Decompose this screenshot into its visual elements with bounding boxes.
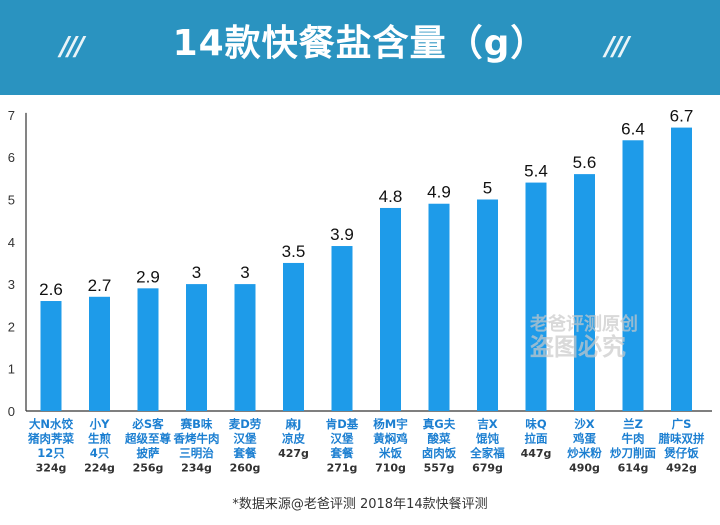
- x-tick-label: 汉堡: [234, 432, 257, 446]
- x-tick-label: 味Q: [525, 417, 546, 431]
- x-tick-label: 生煎: [88, 432, 111, 446]
- x-tick-label: 必S客: [131, 417, 164, 431]
- x-tick-label: 吉X: [477, 417, 497, 431]
- x-tick-label: 鸡蛋: [572, 432, 596, 446]
- bar: [380, 207, 401, 411]
- bar: [671, 127, 692, 411]
- bar: [89, 296, 110, 411]
- x-tick-weight-label: 679g: [472, 462, 503, 475]
- x-tick-label: 拉面: [525, 432, 548, 446]
- x-tick-label: 凉皮: [282, 432, 305, 446]
- x-tick-label: 超级至尊: [124, 432, 171, 446]
- x-tick-label: 牛肉: [622, 432, 645, 446]
- bar: [283, 262, 304, 411]
- bar: [186, 284, 207, 411]
- bar: [40, 301, 62, 411]
- x-tick-label: 真G夫: [423, 417, 456, 431]
- x-tick-weight-label: 427g: [278, 447, 309, 460]
- data-label: 2.7: [88, 276, 112, 295]
- bar: [622, 140, 644, 411]
- bar: [477, 199, 498, 411]
- x-tick-label: 套餐: [331, 446, 354, 460]
- data-label: 3: [240, 263, 249, 282]
- bar: [574, 174, 595, 411]
- data-label: 3.5: [282, 242, 306, 261]
- data-label: 6.7: [670, 107, 694, 126]
- x-tick-label: 4只: [90, 446, 110, 460]
- x-tick-weight-label: 557g: [424, 462, 455, 475]
- x-tick-label: 猪肉荠菜: [27, 432, 74, 446]
- bar: [331, 246, 353, 411]
- x-tick-weight-label: 224g: [84, 462, 115, 475]
- x-tick-label: 炒刀削面: [610, 446, 656, 460]
- x-tick-label: 沙X: [574, 417, 594, 431]
- y-tick-label: 1: [8, 362, 15, 377]
- x-tick-label: 黄焖鸡: [373, 432, 408, 446]
- x-tick-label: 汉堡: [331, 432, 354, 446]
- x-tick-label: 酸菜: [428, 432, 451, 446]
- bar: [525, 182, 547, 411]
- data-label: 5.6: [573, 153, 597, 172]
- x-tick-weight-label: 324g: [36, 462, 67, 475]
- x-tick-label: 广S: [672, 417, 692, 431]
- x-tick-label: 三明治: [179, 446, 214, 460]
- data-label: 4.9: [427, 183, 451, 202]
- x-tick-label: 馄饨: [475, 432, 499, 446]
- data-label: 5: [483, 179, 492, 198]
- y-tick-label: 7: [8, 108, 15, 123]
- x-tick-weight-label: 234g: [181, 462, 212, 475]
- decor-slashes-right: ///: [605, 32, 629, 62]
- y-tick-label: 5: [8, 193, 15, 208]
- x-tick-label: 香烤牛肉: [173, 432, 220, 446]
- watermark-line-1: 老爸评测原创: [530, 314, 638, 335]
- watermark: 老爸评测原创 盗图必究: [530, 314, 638, 361]
- data-label: 2.6: [39, 280, 63, 299]
- chart-title: 14款快餐盐含量（g）: [172, 23, 548, 64]
- x-tick-label: 麻J: [285, 417, 302, 431]
- y-tick-label: 0: [8, 404, 15, 419]
- y-tick-label: 3: [8, 277, 15, 292]
- data-label: 2.9: [136, 267, 160, 286]
- x-tick-weight-label: 447g: [521, 447, 552, 460]
- x-tick-label: 全家福: [469, 446, 505, 460]
- x-tick-label: 卤肉饭: [422, 446, 457, 460]
- bar: [428, 203, 450, 411]
- x-tick-label: 煲仔饭: [664, 446, 699, 460]
- x-tick-label: 炒米粉: [567, 446, 602, 460]
- y-tick-label: 4: [8, 235, 15, 250]
- data-label: 5.4: [524, 162, 548, 181]
- x-tick-label: 小Y: [89, 417, 110, 431]
- data-label: 3: [192, 263, 201, 282]
- x-tick-label: 腊味双拼: [659, 432, 705, 446]
- x-tick-label: 套餐: [234, 446, 257, 460]
- x-tick-weight-label: 260g: [230, 462, 261, 475]
- y-tick-label: 6: [8, 150, 15, 165]
- x-tick-label: 大N水饺: [29, 417, 74, 431]
- x-tick-weight-label: 614g: [618, 462, 649, 475]
- bar: [137, 288, 159, 411]
- x-tick-label: 兰Z: [623, 417, 643, 431]
- x-tick-label: 麦D劳: [229, 417, 262, 431]
- y-tick-label: 2: [8, 319, 15, 334]
- data-label: 3.9: [330, 225, 354, 244]
- x-tick-weight-label: 710g: [375, 462, 406, 475]
- watermark-line-2: 盗图必究: [530, 333, 626, 361]
- x-tick-label: 杨M宇: [373, 417, 407, 431]
- data-source-note: *数据来源@老爸评测 2018年14款快餐评测: [232, 497, 488, 512]
- x-tick-weight-label: 256g: [133, 462, 164, 475]
- x-tick-weight-label: 492g: [666, 462, 697, 475]
- x-tick-label: 米饭: [378, 446, 402, 460]
- x-tick-label: 肯D基: [326, 417, 359, 431]
- data-label: 4.8: [379, 187, 403, 206]
- x-tick-label: 赛B味: [180, 417, 213, 431]
- bar: [234, 284, 256, 411]
- x-tick-weight-label: 490g: [569, 462, 600, 475]
- title-banner: /// 14款快餐盐含量（g） ///: [0, 0, 720, 95]
- x-tick-label: 披萨: [137, 446, 160, 460]
- data-label: 6.4: [621, 119, 645, 138]
- decor-slashes-left: ///: [60, 32, 84, 62]
- x-tick-weight-label: 271g: [327, 462, 358, 475]
- x-tick-label: 12只: [37, 446, 65, 460]
